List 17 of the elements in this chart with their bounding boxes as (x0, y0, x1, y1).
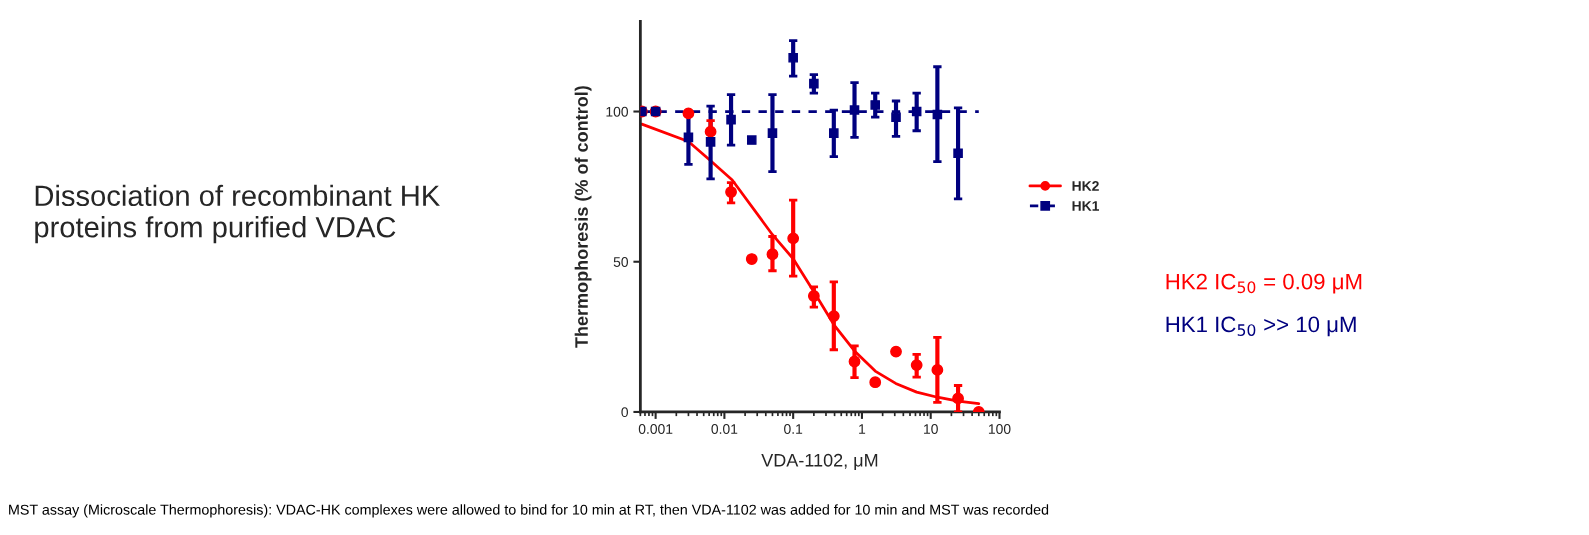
legend-label: HK2 (1072, 181, 1099, 191)
text: HK2 IC$_{50}$ = 0.09 μM (1166, 273, 1362, 294)
x-tick-label: 0.1 (784, 424, 803, 434)
text: Dissociation of recombinant HK proteins from purified VDAC (35, 184, 440, 244)
x-axis-title: VDA-1102, μM (761, 453, 878, 470)
y-tick-label: 50 (613, 257, 629, 267)
y-axis-title: Thermophoresis (% of control) (574, 86, 592, 348)
text: HK1 IC$_{50}$ >> 10 μM (1166, 316, 1356, 337)
y-tick-label: 0 (621, 407, 629, 418)
x-tick-label: 0.01 (711, 424, 738, 434)
x-tick-label: 10 (924, 424, 938, 434)
text: MST assay (Microscale Thermophoresis): VDAC-HK complexes were allowed to bind for 10 min at RT, then VDA-1102 was added for 10 min and MST was recorded (9, 504, 1049, 518)
x-tick-label: 0.001 (638, 424, 673, 434)
legend-label: HK1 (1072, 201, 1099, 211)
y-tick-label: 100 (606, 106, 629, 117)
x-tick-label: 100 (988, 424, 1011, 434)
x-tick-label: 1 (859, 424, 866, 434)
